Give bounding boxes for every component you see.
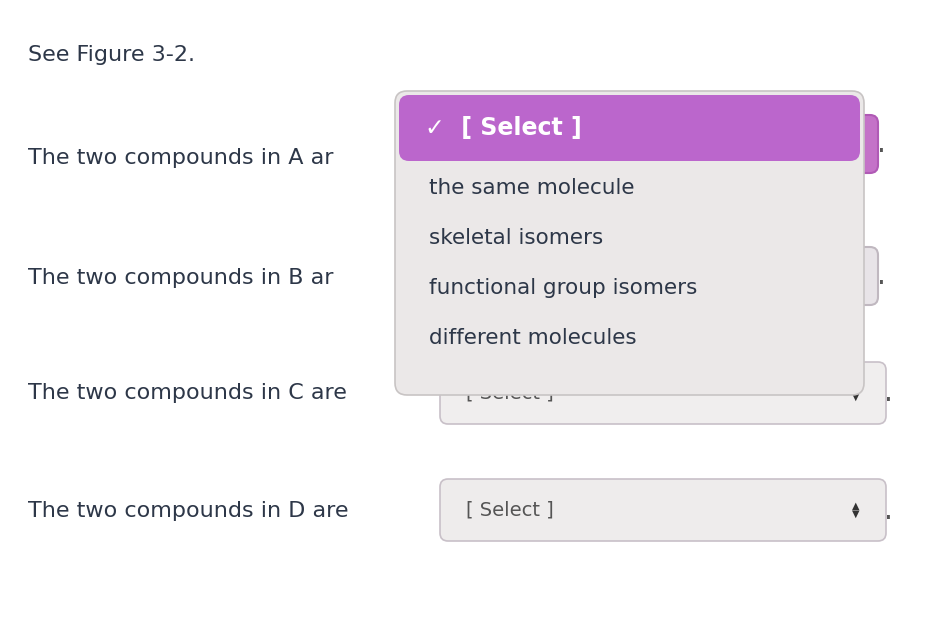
Text: See Figure 3-2.: See Figure 3-2. xyxy=(28,45,195,65)
Text: the same molecule: the same molecule xyxy=(429,178,635,198)
Text: The two compounds in A ar: The two compounds in A ar xyxy=(28,148,333,168)
Text: .: . xyxy=(884,497,893,525)
Text: .: . xyxy=(877,130,885,158)
Text: .: . xyxy=(877,262,885,290)
Text: The two compounds in B ar: The two compounds in B ar xyxy=(28,268,333,288)
Text: The two compounds in C are: The two compounds in C are xyxy=(28,383,347,403)
Text: [ Select ]: [ Select ] xyxy=(466,384,554,402)
Text: different molecules: different molecules xyxy=(429,328,637,348)
FancyBboxPatch shape xyxy=(395,91,864,395)
Text: ▲
▼: ▲ ▼ xyxy=(853,501,860,519)
Text: functional group isomers: functional group isomers xyxy=(429,278,697,298)
FancyBboxPatch shape xyxy=(402,247,878,305)
Text: The two compounds in D are: The two compounds in D are xyxy=(28,501,349,521)
Text: ▲
▼: ▲ ▼ xyxy=(853,384,860,402)
Text: ▲
▼: ▲ ▼ xyxy=(844,267,852,285)
FancyBboxPatch shape xyxy=(399,95,860,161)
Text: ▲
▼: ▲ ▼ xyxy=(844,135,852,154)
Text: ✓  [ Select ]: ✓ [ Select ] xyxy=(425,116,582,140)
FancyBboxPatch shape xyxy=(402,115,878,173)
Text: skeletal isomers: skeletal isomers xyxy=(429,228,603,248)
Text: .: . xyxy=(884,379,893,407)
FancyBboxPatch shape xyxy=(440,479,886,541)
FancyBboxPatch shape xyxy=(440,362,886,424)
Text: [ Select ]: [ Select ] xyxy=(466,500,554,520)
